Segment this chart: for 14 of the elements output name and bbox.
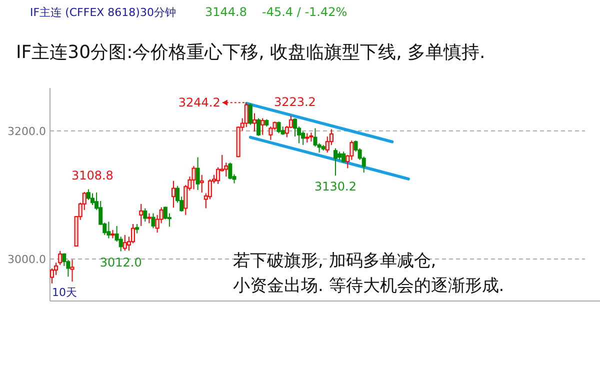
annotation: 小资金出场. 等待大机会的逐渐形成. [233, 276, 504, 296]
annotation: 10天 [52, 286, 77, 299]
chart-title: IF主连30分图:今价格重心下移, 收盘临旗型下线, 多单慎持. [16, 42, 486, 63]
annotation: 3223.2 [274, 95, 316, 110]
text: -45.4 / -1.42% [262, 5, 348, 19]
annotation: 3108.8 [71, 168, 114, 182]
annotation: 3244.2 [178, 96, 220, 110]
annotation: 3130.2 [314, 180, 356, 194]
annotation: 若下破旗形, 加码多单减仓, [233, 251, 436, 271]
y-tick-label: 3200.0 [8, 124, 46, 138]
text: 3144.8 [205, 5, 247, 19]
text: IF主连 (CFFEX 8618)30分钟 [30, 6, 176, 19]
annotation: 3012.0 [100, 255, 142, 270]
y-tick-label: 3000.0 [8, 252, 46, 266]
